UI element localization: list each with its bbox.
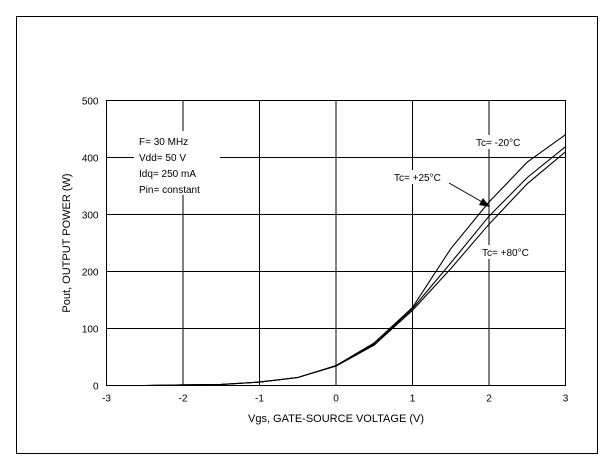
series-line-plus80c — [144, 151, 566, 387]
y-tick-label: 500 — [82, 97, 99, 108]
tick-labels: -3 -2 -1 0 1 2 3 0 100 200 300 400 500 — [82, 97, 569, 405]
y-tick-label: 0 — [93, 382, 99, 393]
label-bg-plus25 — [391, 170, 455, 184]
conditions-box — [134, 131, 220, 195]
plot-area-border — [106, 100, 566, 386]
leader-line-plus25c — [448, 182, 485, 204]
condition-pin: Pin= constant — [139, 185, 200, 196]
x-tick-label: -3 — [102, 394, 111, 405]
y-tick-label: 200 — [82, 268, 99, 279]
series-lines — [144, 134, 566, 387]
series-label-plus25c: Tc= +25°C — [394, 173, 441, 184]
x-tick-label: -1 — [255, 394, 264, 405]
condition-idq: Idq= 250 mA — [139, 169, 196, 180]
label-bg-minus20 — [472, 135, 540, 149]
label-bg-plus80 — [479, 245, 543, 259]
x-axis-label: Vgs, GATE-SOURCE VOLTAGE (V) — [248, 413, 424, 425]
arrow-head-plus25c — [479, 198, 490, 207]
condition-vdd: Vdd= 50 V — [139, 153, 186, 164]
series-label-plus80c: Tc= +80°C — [482, 248, 529, 259]
condition-frequency: F= 30 MHz — [139, 137, 188, 148]
x-tick-label: 0 — [333, 394, 339, 405]
y-tick-label: 100 — [82, 325, 99, 336]
y-tick-label: 300 — [82, 211, 99, 222]
grid — [106, 100, 566, 386]
y-tick-label: 400 — [82, 154, 99, 165]
y-axis-label: Pout, OUTPUT POWER (W) — [61, 173, 73, 312]
x-tick-label: 1 — [410, 394, 416, 405]
series-label-minus20c: Tc= -20°C — [476, 138, 520, 149]
x-tick-label: 3 — [563, 394, 569, 405]
outer-frame — [16, 16, 598, 454]
x-tick-label: 2 — [486, 394, 492, 405]
x-tick-label: -2 — [179, 394, 188, 405]
